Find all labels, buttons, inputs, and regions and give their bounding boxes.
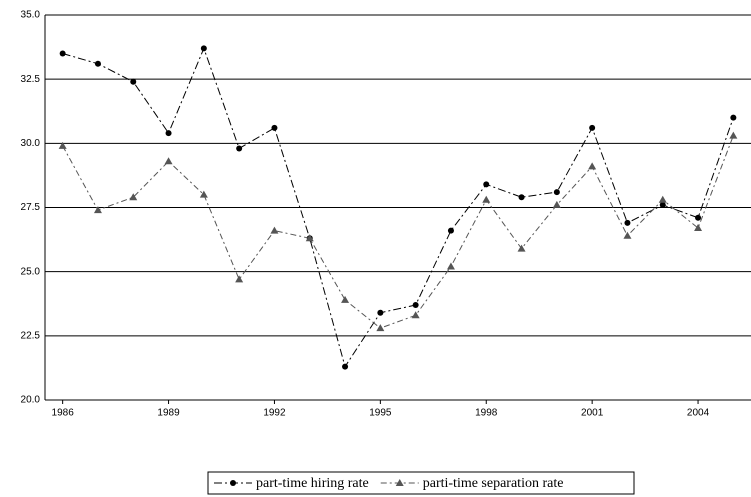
marker <box>236 145 243 152</box>
marker <box>235 275 244 283</box>
marker <box>58 141 67 149</box>
marker <box>94 60 101 67</box>
marker <box>447 227 454 234</box>
x-tick-label: 1986 <box>52 408 75 419</box>
marker <box>165 130 172 137</box>
legend-label: parti-time separation rate <box>423 476 564 491</box>
marker <box>446 262 455 270</box>
x-tick-label: 2001 <box>581 408 604 419</box>
y-tick-label: 32.5 <box>21 74 41 85</box>
legend-label: part-time hiring rate <box>256 476 369 491</box>
marker <box>623 231 632 239</box>
marker <box>342 363 349 370</box>
marker <box>588 162 597 170</box>
marker <box>93 206 102 214</box>
series-line <box>62 135 734 329</box>
marker <box>305 234 314 242</box>
y-tick-label: 30.0 <box>21 138 41 149</box>
marker <box>164 157 173 165</box>
marker <box>658 195 667 203</box>
marker <box>200 45 207 52</box>
marker <box>659 201 666 208</box>
marker <box>411 311 420 319</box>
x-tick-label: 1998 <box>475 408 498 419</box>
marker <box>199 190 208 198</box>
series-line <box>62 46 734 368</box>
marker <box>483 181 490 188</box>
marker <box>518 194 525 201</box>
y-tick-label: 35.0 <box>21 10 41 21</box>
marker <box>553 189 560 196</box>
marker <box>376 324 385 332</box>
marker <box>377 309 384 316</box>
marker <box>341 295 350 303</box>
marker <box>129 193 138 201</box>
y-tick-label: 20.0 <box>21 395 41 406</box>
y-tick-label: 22.5 <box>21 330 41 341</box>
marker <box>589 124 596 131</box>
legend: part-time hiring rate parti-time separati… <box>207 471 635 495</box>
marker <box>230 480 236 486</box>
marker <box>482 195 491 203</box>
x-tick-label: 1992 <box>263 408 286 419</box>
marker <box>270 226 279 234</box>
marker <box>59 50 66 57</box>
marker <box>412 302 419 309</box>
x-tick-label: 1995 <box>369 408 392 419</box>
marker <box>729 131 738 139</box>
marker <box>517 244 526 252</box>
marker <box>730 114 737 121</box>
marker <box>624 219 631 226</box>
y-tick-label: 27.5 <box>21 202 41 213</box>
marker <box>271 124 278 131</box>
marker <box>695 214 702 221</box>
marker <box>552 200 561 208</box>
marker <box>395 479 404 486</box>
y-tick-label: 25.0 <box>21 266 41 277</box>
legend-box <box>207 471 635 495</box>
marker <box>694 224 703 232</box>
x-tick-label: 2004 <box>687 408 710 419</box>
marker <box>130 78 137 85</box>
x-tick-label: 1989 <box>157 408 180 419</box>
